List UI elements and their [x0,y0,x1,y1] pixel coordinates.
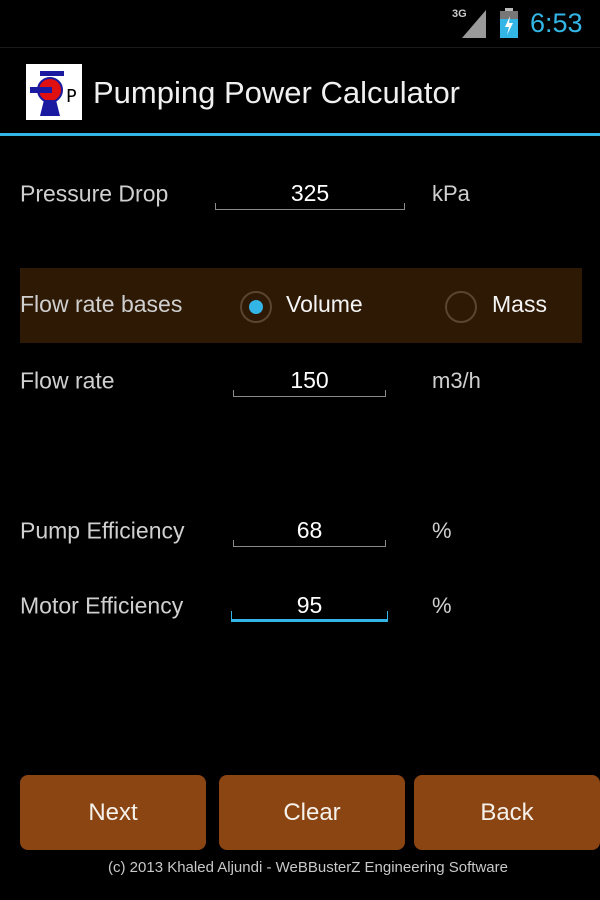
flow-rate-unit: m3/h [432,368,481,393]
clear-button[interactable]: Clear [219,775,405,850]
pump-logo-icon: P [26,64,82,120]
pressure-drop-input[interactable]: 325 [215,178,405,210]
svg-text:P: P [66,86,77,107]
status-bar: 3G 6:53 [0,0,600,48]
pump-efficiency-input[interactable]: 68 [233,515,386,547]
motor-efficiency-label: Motor Efficiency [20,592,184,619]
flow-basis-label: Flow rate bases [20,291,183,317]
flow-basis-group: Flow rate bases Volume Mass [20,268,582,343]
network-type-label: 3G [452,8,467,20]
radio-mass-label[interactable]: Mass [492,291,547,317]
motor-efficiency-input[interactable]: 95 [231,590,388,622]
next-button[interactable]: Next [20,775,206,850]
battery-charging-icon [500,8,518,38]
radio-volume[interactable] [240,291,272,323]
app-title: Pumping Power Calculator [93,75,461,110]
radio-volume-label[interactable]: Volume [286,291,363,317]
pump-efficiency-unit: % [432,518,452,543]
signal-icon [462,10,486,38]
pressure-drop-label: Pressure Drop [20,180,169,207]
pump-efficiency-label: Pump Efficiency [20,517,185,544]
flow-rate-label: Flow rate [20,367,115,394]
pressure-drop-unit: kPa [432,181,470,206]
motor-efficiency-unit: % [432,593,452,618]
copyright-footer: (c) 2013 Khaled Aljundi - WeBBusterZ Eng… [108,859,508,876]
back-button[interactable]: Back [414,775,600,850]
flow-rate-input[interactable]: 150 [233,365,386,397]
radio-mass[interactable] [445,291,477,323]
clock: 6:53 [530,8,583,38]
action-bar: P Pumping Power Calculator [0,49,600,136]
radio-selected-dot [249,300,263,314]
